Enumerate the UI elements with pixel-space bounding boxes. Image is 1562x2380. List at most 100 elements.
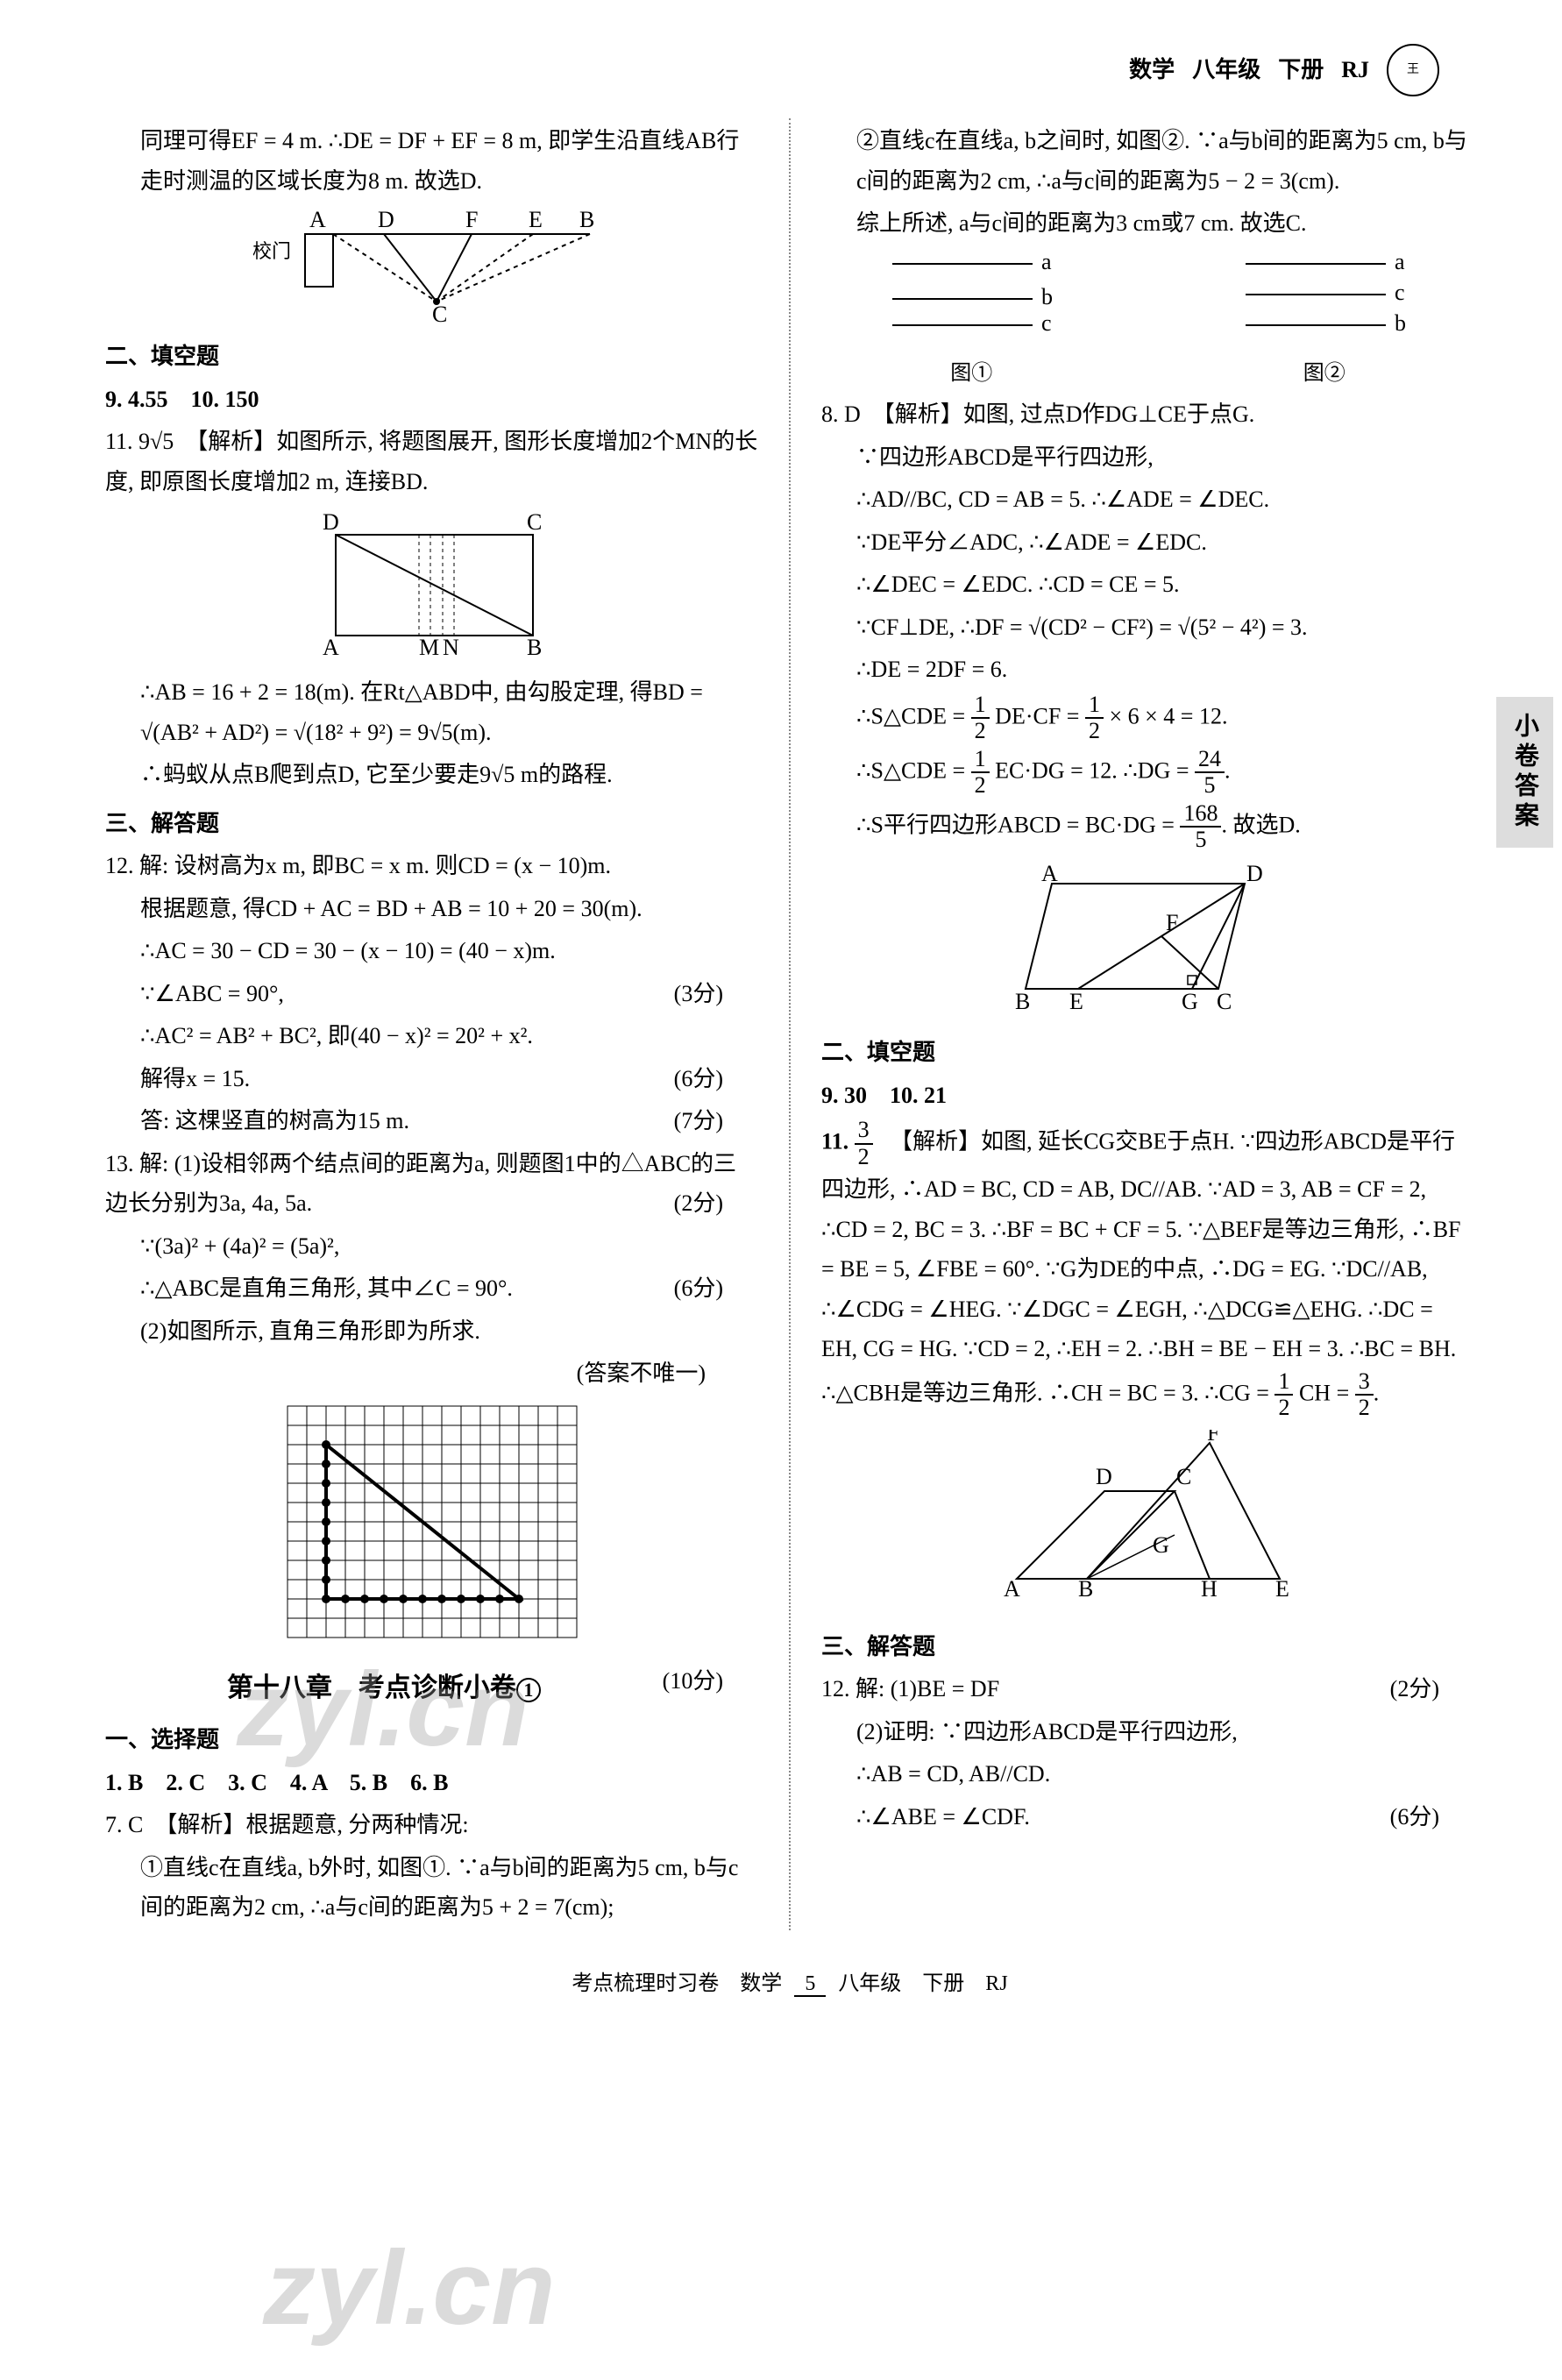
fig-lines-cap1: 图① — [875, 355, 1068, 392]
header-volume: 下册 — [1278, 50, 1324, 90]
svg-text:校门: 校门 — [252, 240, 291, 262]
fig-grid-triangle — [105, 1403, 758, 1648]
svg-text:D: D — [378, 210, 394, 232]
q9: 9. 4.55 — [105, 387, 168, 412]
q12-l5: ∴AC² = AB² + BC², 即(40 − x)² = 20² + x². — [105, 1016, 758, 1056]
q12b-l1: 12. 解: (1)BE = DF — [821, 1676, 999, 1702]
fig-school-gate: A D F E B 校门 C — [105, 210, 758, 323]
svg-text:A: A — [1041, 862, 1058, 886]
q12-l2: 根据题意, 得CD + AC = BD + AB = 10 + 20 = 30(… — [105, 889, 758, 929]
q8-l8: ∴S△CDE = 12 DE·CF = 12 × 6 × 4 = 12. — [821, 693, 1474, 744]
svg-text:D: D — [323, 510, 339, 535]
q12b-s1: (2分) — [1390, 1669, 1474, 1709]
chapter-title: 第十八章 考点诊断小卷1 — [105, 1666, 758, 1712]
q12-score1: (3分) — [674, 974, 758, 1014]
svg-text:c: c — [1395, 280, 1405, 305]
q12-score2: (6分) — [674, 1059, 758, 1099]
q13-l3: ∴△ABC是直角三角形, 其中∠C = 90°. — [140, 1275, 513, 1301]
right-column: ②直线c在直线a, b之间时, 如图②. ∵a与b间的距离为5 cm, b与c间… — [821, 118, 1474, 1930]
svg-text:C: C — [1217, 989, 1232, 1014]
header-grade: 八年级 — [1192, 50, 1260, 90]
svg-text:A: A — [309, 210, 326, 232]
q8-l3: ∴AD//BC, CD = AB = 5. ∴∠ADE = ∠DEC. — [821, 480, 1474, 520]
q8-l5: ∴∠DEC = ∠EDC. ∴CD = CE = 5. — [821, 565, 1474, 605]
q12b-l2: (2)证明: ∵四边形ABCD是平行四边形, — [821, 1712, 1474, 1752]
svg-text:F: F — [465, 210, 478, 232]
svg-text:b: b — [1395, 310, 1406, 336]
q12b-s2: (6分) — [1390, 1797, 1474, 1837]
left-opening: 同理可得EF = 4 m. ∴DE = DF + EF = 8 m, 即学生沿直… — [105, 121, 758, 201]
fig-rectangle: D C A M N B — [105, 510, 758, 659]
q12b-l3: ∴AB = CD, AB//CD. — [821, 1754, 1474, 1794]
svg-text:C: C — [1176, 1464, 1191, 1489]
svg-text:B: B — [1015, 989, 1030, 1014]
page-number: 5 — [794, 1972, 826, 1997]
svg-text:B: B — [579, 210, 594, 232]
q8-l10: ∴S平行四边形ABCD = BC·DG = 1685. 故选D. — [821, 801, 1474, 853]
q13-score1: (2分) — [674, 1183, 758, 1224]
q13-score2: (6分) — [674, 1268, 758, 1309]
svg-text:a: a — [1395, 249, 1405, 274]
q13-l1: 13. 解: (1)设相邻两个结点间的距离为a, 则题图1中的△ABC的三边长分… — [105, 1151, 736, 1217]
svg-text:F: F — [1207, 1430, 1219, 1446]
q7-l2: ①直线c在直线a, b外时, 如图①. ∵a与b间的距离为5 cm, b与c间的… — [105, 1848, 758, 1928]
logo-icon: 王 — [1387, 44, 1439, 96]
q8-l6: ∵CF⊥DE, ∴DF = √(CD² − CF²) = √(5² − 4²) … — [821, 607, 1474, 648]
page-footer: 考点梳理时习卷 数学 5 八年级 下册 RJ — [105, 1965, 1474, 2002]
q12-score3: (7分) — [674, 1101, 758, 1141]
header-series: RJ — [1341, 50, 1369, 90]
q9b: 9. 30 — [821, 1083, 867, 1108]
footer-right: 八年级 下册 RJ — [838, 1972, 1007, 1995]
section-answer-b: 三、解答题 — [821, 1627, 1474, 1667]
svg-text:C: C — [527, 510, 542, 535]
q13-l4: (2)如图所示, 直角三角形即为所求. — [105, 1311, 758, 1352]
svg-text:B: B — [527, 635, 542, 659]
q12-l3: ∴AC = 30 − CD = 30 − (x − 10) = (40 − x)… — [105, 931, 758, 971]
q12-l1: 12. 解: 设树高为x m, 即BC = x m. 则CD = (x − 10… — [105, 846, 758, 886]
content-columns: zyl.cn zyl.cn 小卷答案 同理可得EF = 4 m. ∴DE = D… — [105, 118, 1474, 1930]
q8-l7: ∴DE = 2DF = 6. — [821, 650, 1474, 690]
q11-p2: ∴蚂蚁从点B爬到点D, 它至少要走9√5 m的路程. — [105, 755, 758, 795]
q13-score3: (10分) — [663, 1661, 758, 1702]
svg-text:F: F — [1166, 910, 1178, 935]
fig-compound: A B H E D C F G — [821, 1430, 1474, 1614]
section-fill-blank: 二、填空题 — [105, 337, 758, 377]
q12b-l4: ∴∠ABE = ∠CDF. — [856, 1804, 1030, 1829]
svg-text:c: c — [1041, 310, 1052, 336]
section-fill-blank-b: 二、填空题 — [821, 1033, 1474, 1073]
q10: 10. 150 — [191, 387, 259, 412]
svg-text:a: a — [1041, 249, 1052, 274]
q7-l3: ②直线c在直线a, b之间时, 如图②. ∵a与b间的距离为5 cm, b与c间… — [821, 121, 1474, 201]
svg-text:b: b — [1041, 284, 1053, 309]
svg-text:C: C — [432, 302, 447, 323]
svg-text:E: E — [529, 210, 543, 232]
svg-text:A: A — [1004, 1576, 1020, 1602]
q8-l4: ∵DE平分∠ADC, ∴∠ADE = ∠EDC. — [821, 522, 1474, 563]
svg-text:E: E — [1069, 989, 1083, 1014]
q11-p1: ∴AB = 16 + 2 = 18(m). 在Rt△ABD中, 由勾股定理, 得… — [105, 672, 758, 752]
q11-lead: 11. 9√5 【解析】如图所示, 将题图展开, 图形长度增加2个MN的长度, … — [105, 422, 758, 501]
svg-text:B: B — [1078, 1576, 1093, 1602]
side-tab: 小卷答案 — [1496, 697, 1553, 848]
svg-text:H: H — [1201, 1576, 1218, 1602]
svg-text:M: M — [419, 635, 439, 659]
q8-l9: ∴S△CDE = 12 EC·DG = 12. ∴DG = 245. — [821, 747, 1474, 799]
svg-text:N: N — [443, 635, 459, 659]
fig-parallel-lines: a b c 图① a c b 图② — [821, 246, 1474, 393]
svg-text:D: D — [1096, 1464, 1112, 1489]
section-choice: 一、选择题 — [105, 1720, 758, 1760]
left-column: 同理可得EF = 4 m. ∴DE = DF + EF = 8 m, 即学生沿直… — [105, 118, 758, 1930]
watermark-2: zyl.cn — [263, 2196, 555, 2380]
q7-l4: 综上所述, a与c间的距离为3 cm或7 cm. 故选C. — [821, 203, 1474, 244]
q10b: 10. 21 — [890, 1083, 947, 1108]
q11b: 11. 32 【解析】如图, 延长CG交BE于点H. ∵四边形ABCD是平行四边… — [821, 1118, 1474, 1421]
q7-l1: 7. C 【解析】根据题意, 分两种情况: — [105, 1805, 758, 1845]
footer-left: 考点梳理时习卷 数学 — [572, 1972, 782, 1995]
svg-text:E: E — [1275, 1576, 1289, 1602]
header-subject: 数学 — [1129, 50, 1175, 90]
q12-l6: 解得x = 15. — [140, 1066, 250, 1091]
section-answer: 三、解答题 — [105, 804, 758, 844]
page-header: 数学 八年级 下册 RJ 王 — [105, 44, 1474, 96]
column-divider — [789, 118, 791, 1930]
svg-text:A: A — [323, 635, 339, 659]
